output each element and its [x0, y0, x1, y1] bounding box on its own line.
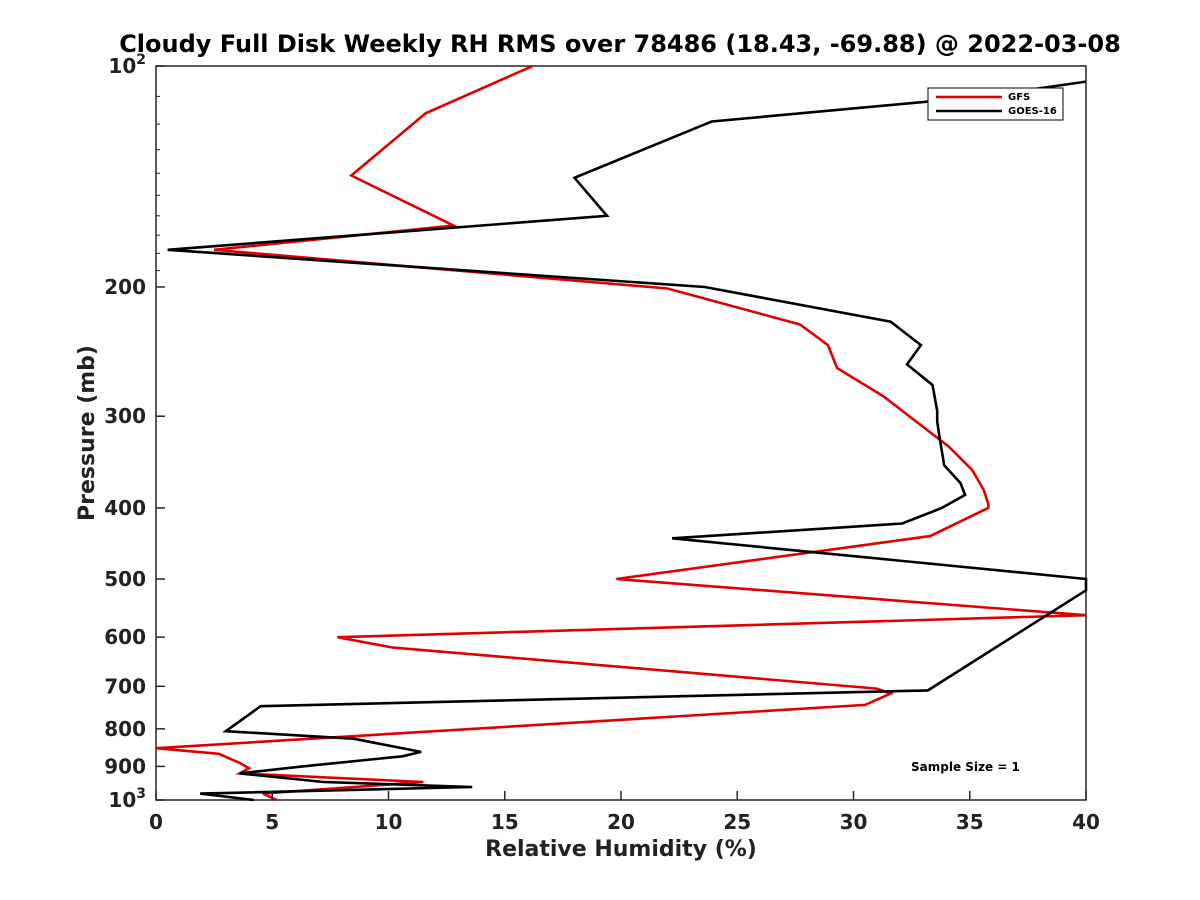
legend-label-gfs: GFS: [1008, 92, 1030, 103]
x-tick-label: 15: [491, 810, 519, 834]
x-tick-label: 30: [840, 810, 868, 834]
x-tick-label: 0: [149, 810, 163, 834]
x-tick-label: 20: [607, 810, 635, 834]
legend: GFS GOES-16: [927, 87, 1064, 121]
y-axis-title: Pressure (mb): [75, 345, 100, 521]
x-tick-label: 25: [723, 810, 751, 834]
legend-label-goes16: GOES-16: [1008, 106, 1057, 117]
y-tick-label: 200: [104, 275, 146, 299]
y-tick-label: 102: [108, 52, 146, 78]
x-tick-label: 35: [956, 810, 984, 834]
axis-layer: 0 5 10 15 20 25 30 35 40 102 200 300 400 500 600 700 800…: [104, 52, 1100, 834]
y-tick-label: 700: [104, 674, 146, 698]
x-tick-label: 40: [1072, 810, 1100, 834]
x-axis-title: Relative Humidity (%): [485, 837, 757, 862]
chart-title: Cloudy Full Disk Weekly RH RMS over 7848…: [119, 30, 1121, 58]
y-tick-label: 900: [104, 754, 146, 778]
y-tick-label: 500: [104, 567, 146, 591]
x-tick-label: 10: [375, 810, 403, 834]
y-tick-label: 600: [104, 625, 146, 649]
legend-box: [927, 87, 1064, 121]
y-tick-label: 400: [104, 496, 146, 520]
y-tick-label: 103: [108, 786, 146, 812]
y-tick-label: 800: [104, 717, 146, 741]
plot-area: [155, 65, 1087, 801]
series-layer: [155, 64, 1088, 802]
series-line-goes16: [167, 80, 1088, 802]
x-tick-label: 5: [265, 810, 279, 834]
y-tick-label: 300: [104, 404, 146, 428]
series-line-gfs: [155, 64, 1087, 802]
sample-size-annotation: Sample Size = 1: [911, 760, 1020, 774]
